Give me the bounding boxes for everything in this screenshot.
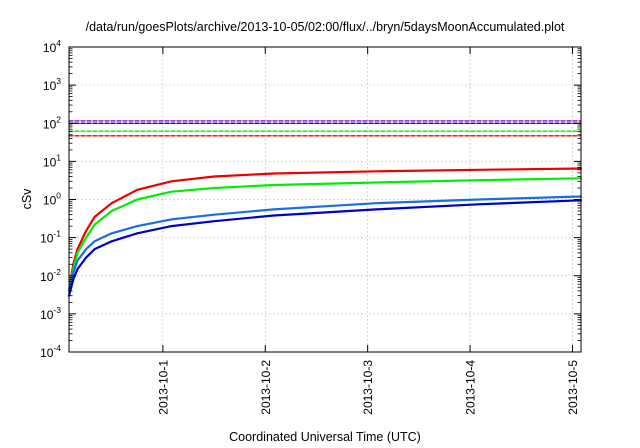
y-tick-label: 101 bbox=[43, 152, 61, 169]
series-line bbox=[67, 167, 583, 292]
y-tick-exponent: 4 bbox=[56, 38, 61, 48]
y-tick-label: 10-2 bbox=[40, 267, 61, 284]
y-tick-base: 10 bbox=[43, 79, 57, 93]
y-tick-label: 10-3 bbox=[40, 305, 61, 322]
y-tick-label: 100 bbox=[43, 191, 61, 208]
series-line bbox=[67, 195, 583, 292]
x-tick-label: 2013-10-2 bbox=[259, 360, 273, 415]
y-tick-label: 10-4 bbox=[40, 343, 61, 360]
y-tick-label: 103 bbox=[43, 76, 61, 93]
series-line bbox=[67, 177, 583, 292]
y-axis-label: cSv bbox=[20, 188, 34, 210]
x-tick-label: 2013-10-5 bbox=[566, 360, 580, 415]
y-tick-label: 10-1 bbox=[40, 229, 61, 246]
y-tick-label: 102 bbox=[43, 114, 61, 131]
x-axis-label: Coordinated Universal Time (UTC) bbox=[229, 430, 421, 444]
y-tick-base: 10 bbox=[40, 232, 54, 246]
y-tick-exponent: -1 bbox=[53, 229, 61, 239]
y-tick-base: 10 bbox=[43, 194, 57, 208]
series-line bbox=[67, 199, 583, 297]
y-tick-base: 10 bbox=[40, 270, 54, 284]
y-tick-exponent: -4 bbox=[53, 343, 61, 353]
y-tick-base: 10 bbox=[40, 346, 54, 360]
axis-ticks bbox=[69, 46, 581, 353]
y-tick-exponent: -3 bbox=[53, 305, 61, 315]
y-tick-exponent: 3 bbox=[56, 76, 61, 86]
x-tick-label: 2013-10-3 bbox=[361, 360, 375, 415]
x-tick-label: 2013-10-4 bbox=[464, 360, 478, 415]
y-tick-exponent: -2 bbox=[53, 267, 61, 277]
y-tick-label: 104 bbox=[43, 38, 61, 55]
y-tick-exponent: 0 bbox=[56, 191, 61, 201]
chart-title: /data/run/goesPlots/archive/2013-10-05/0… bbox=[86, 20, 565, 34]
y-tick-base: 10 bbox=[43, 155, 57, 169]
x-tick-labels: 2013-10-1 2013-10-2 2013-10-3 2013-10-4 2013… bbox=[156, 360, 580, 415]
y-tick-base: 10 bbox=[40, 308, 54, 322]
y-tick-exponent: 2 bbox=[56, 114, 61, 124]
x-tick-label: 2013-10-1 bbox=[156, 360, 170, 415]
y-tick-base: 10 bbox=[43, 41, 57, 55]
y-tick-exponent: 1 bbox=[56, 152, 61, 162]
plot-series bbox=[67, 120, 583, 297]
y-tick-base: 10 bbox=[43, 117, 57, 131]
